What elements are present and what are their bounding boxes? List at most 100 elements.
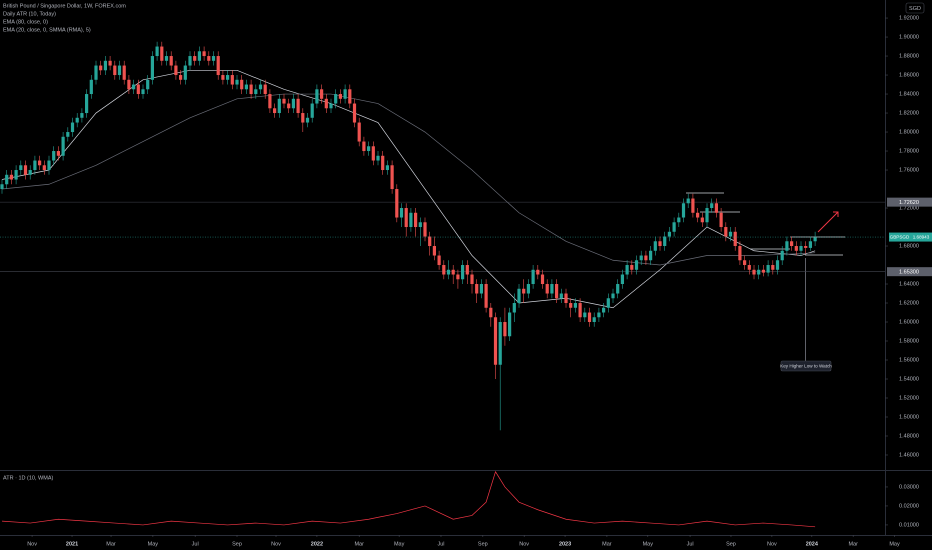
candle-body [371, 146, 375, 161]
currency[interactable]: SGD [909, 6, 921, 12]
candle-body [569, 303, 573, 308]
candle-body [564, 293, 568, 304]
candle-body [291, 98, 296, 109]
candle-body [141, 89, 145, 95]
y-tick-label: 1.78000 [899, 148, 919, 154]
candle-body [493, 317, 498, 365]
candle-body [244, 84, 249, 90]
candle-body [456, 274, 460, 280]
candle-body [813, 237, 817, 242]
y-tick-label: 1.72000 [899, 205, 919, 211]
candle-body [691, 198, 695, 213]
candle-body [587, 312, 592, 323]
candle-body [540, 274, 545, 285]
candle-body [418, 222, 422, 228]
candle-body [479, 284, 484, 294]
indicator-legend: Daily ATR (10, Today) [3, 11, 56, 17]
candle-body [470, 274, 474, 285]
ma-line [1, 93, 816, 266]
candle-body [150, 56, 155, 80]
candle-body [268, 94, 272, 109]
candle-body [305, 117, 310, 123]
candle-body [404, 208, 408, 228]
candle-body [785, 241, 789, 251]
candle-body [179, 75, 183, 80]
candle-body [733, 231, 737, 247]
candle-body [508, 312, 512, 337]
candle-body [75, 117, 79, 123]
candle-body [475, 284, 479, 294]
x-tick-label: Jul [437, 541, 444, 547]
candle-body [146, 79, 150, 90]
candle-body [489, 307, 493, 318]
plot-area [0, 41, 885, 431]
candle-body [5, 174, 9, 185]
candle-body [23, 165, 28, 175]
candle-body [700, 217, 704, 223]
candle-body [202, 51, 206, 57]
candle-body [597, 312, 601, 318]
candle-body [56, 151, 61, 156]
candle-body [334, 94, 338, 104]
candle-body [211, 56, 216, 61]
candle-body [19, 165, 23, 171]
candle-body [451, 269, 455, 275]
candle-body [667, 231, 672, 237]
x-tick-label: May [643, 541, 654, 547]
x-tick-label: 2021 [66, 541, 78, 547]
candle-body [639, 255, 643, 261]
candle-body [583, 312, 587, 318]
x-tick-label: 2022 [311, 541, 323, 547]
candle-body [362, 141, 366, 152]
candle-body [517, 288, 521, 304]
candle-body [672, 222, 676, 232]
x-tick-label: May [889, 541, 900, 547]
candle-body [461, 265, 465, 280]
candle-body [249, 84, 253, 95]
candle-body [94, 65, 98, 80]
candle-body [663, 236, 667, 247]
candle-body [428, 236, 432, 247]
candle-body [484, 284, 488, 308]
y-tick-label: 1.64000 [899, 281, 919, 287]
candle-body [315, 89, 319, 104]
candle-body [414, 212, 418, 228]
candle-body [644, 255, 648, 261]
candle-body [611, 293, 615, 299]
candle-body [183, 65, 187, 80]
x-tick-label: Mar [848, 541, 858, 547]
candle-body [522, 288, 526, 294]
candle-body [169, 56, 173, 66]
x-tick-label: May [148, 541, 159, 547]
x-tick-label: Sep [232, 541, 242, 547]
candle-body [804, 246, 808, 248]
candle-body [526, 284, 531, 294]
candle-body [465, 265, 469, 275]
x-tick-label: Nov [271, 541, 281, 547]
candle-body [573, 303, 578, 308]
y-tick-label: 1.84000 [899, 91, 919, 97]
level-label: 1.65300 [899, 269, 919, 275]
candle-body [578, 303, 582, 318]
candle-body [99, 65, 103, 71]
x-tick-label: 2024 [806, 541, 819, 547]
candle-body [85, 94, 89, 114]
y-tick-label: 1.56000 [899, 357, 919, 363]
candle-body [287, 103, 291, 109]
candle-body [738, 246, 742, 261]
y-tick-label: 1.68000 [899, 243, 919, 249]
candle-body [775, 260, 780, 270]
candle-body [357, 122, 361, 142]
candle-body [710, 203, 714, 209]
candle-body [498, 322, 502, 365]
candle-body [757, 269, 761, 275]
candle-body [705, 208, 709, 223]
x-tick-label: Mar [106, 541, 116, 547]
candle-body [602, 307, 606, 313]
candle-body [282, 98, 286, 104]
currency-box[interactable] [905, 2, 925, 14]
candle-body [14, 170, 18, 180]
x-tick-label: Nov [519, 541, 529, 547]
candle-body [728, 231, 733, 237]
candle-body [338, 94, 343, 99]
